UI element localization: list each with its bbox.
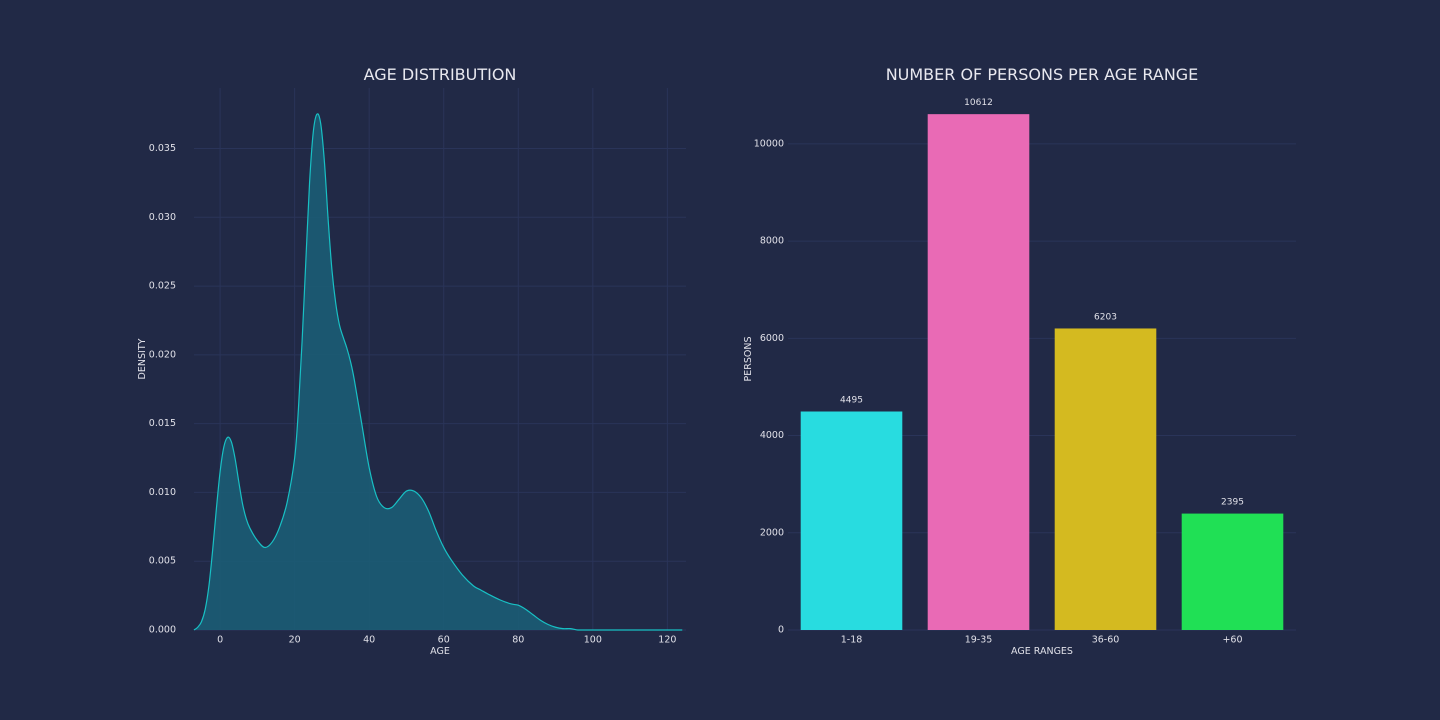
kde-x-tick-label: 100 xyxy=(584,635,602,646)
bar-category-label: 19-35 xyxy=(965,635,993,646)
bar-y-tick-label: 6000 xyxy=(760,333,784,344)
bar-y-tick-label: 4000 xyxy=(760,430,784,441)
bar-y-tick-label: 10000 xyxy=(754,138,784,149)
kde-chart-title: AGE DISTRIBUTION xyxy=(364,65,517,84)
bar-value-label: 6203 xyxy=(1094,312,1117,322)
kde-y-tick-label: 0.005 xyxy=(149,556,176,567)
bar-category-label: 1-18 xyxy=(841,635,863,646)
kde-x-axis-label: AGE xyxy=(430,646,450,657)
bar-value-label: 2395 xyxy=(1221,498,1244,508)
bar-19-35 xyxy=(927,114,1030,631)
kde-x-tick-label: 120 xyxy=(658,635,676,646)
bar-36-60 xyxy=(1054,328,1157,630)
bar-y-tick-label: 8000 xyxy=(760,236,784,247)
bar-value-label: 10612 xyxy=(964,98,993,108)
kde-density-line xyxy=(193,113,683,631)
bar-+60 xyxy=(1181,513,1284,630)
kde-y-tick-label: 0.025 xyxy=(149,281,176,292)
kde-y-tick-label: 0.020 xyxy=(149,349,176,360)
bar-chart-title: NUMBER OF PERSONS PER AGE RANGE xyxy=(886,65,1199,84)
bar-y-axis-label: PERSONS xyxy=(743,337,754,382)
kde-x-tick-label: 80 xyxy=(512,635,524,646)
kde-x-tick-label: 40 xyxy=(363,635,375,646)
bar-y-tick-label: 2000 xyxy=(760,527,784,538)
kde-y-axis-label: DENSITY xyxy=(137,338,148,379)
bar-value-label: 4495 xyxy=(840,395,863,405)
persons-per-age-range-chart: 4495 10612 6203 2395 0 2000 4000 6000 8000 10000… xyxy=(743,65,1296,657)
kde-density-area xyxy=(194,113,683,631)
bar-x-axis-label: AGE RANGES xyxy=(1011,646,1073,657)
bar-1-18 xyxy=(800,411,903,630)
bar-category-label: +60 xyxy=(1222,635,1242,646)
kde-y-tick-label: 0.015 xyxy=(149,418,176,429)
kde-y-tick-label: 0.000 xyxy=(149,625,176,636)
kde-y-tick-label: 0.030 xyxy=(149,212,176,223)
kde-y-tick-label: 0.010 xyxy=(149,487,176,498)
bar-y-tick-label: 0 xyxy=(778,625,784,636)
kde-x-tick-label: 60 xyxy=(438,635,450,646)
age-distribution-chart: 0 20 40 60 80 100 120 0.000 0.005 0.010 0.015 0.020… xyxy=(137,65,686,657)
kde-x-tick-label: 20 xyxy=(289,635,301,646)
kde-x-tick-label: 0 xyxy=(217,635,223,646)
bar-category-label: 36-60 xyxy=(1092,635,1120,646)
kde-y-tick-label: 0.035 xyxy=(149,143,176,154)
